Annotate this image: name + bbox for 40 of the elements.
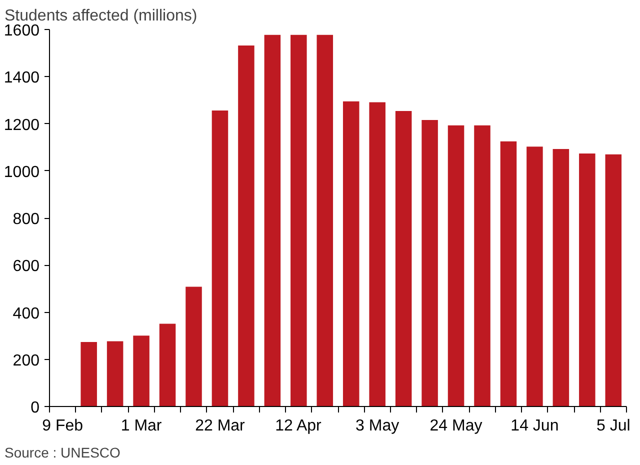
bar <box>395 111 412 406</box>
bar <box>526 146 543 406</box>
y-tick-label: 1000 <box>4 164 40 181</box>
x-tick-label: 3 May <box>356 418 400 434</box>
bar <box>80 342 97 406</box>
x-tick-label: 9 Feb <box>42 418 84 434</box>
bar <box>369 102 386 406</box>
x-tick-label: 12 Apr <box>275 418 322 434</box>
bar <box>448 125 464 406</box>
y-tick-label: 1200 <box>4 116 40 134</box>
bar <box>159 324 176 406</box>
bar <box>264 34 281 406</box>
bar <box>500 141 517 406</box>
bar <box>579 153 596 406</box>
y-tick-label: 200 <box>12 352 40 370</box>
y-tick-label: 400 <box>12 305 40 322</box>
x-tick-label: 5 Jul <box>596 418 630 434</box>
bar <box>422 120 438 406</box>
bar <box>605 154 622 406</box>
bar <box>316 34 334 406</box>
bar <box>290 34 307 406</box>
bar <box>212 110 228 406</box>
x-tick-label: 14 Jun <box>510 418 559 434</box>
y-tick-label: 1600 <box>4 22 40 40</box>
x-tick-label: 22 Mar <box>195 418 246 434</box>
y-tick-label: 800 <box>12 211 40 228</box>
bar <box>133 336 150 406</box>
x-tick-label: 24 May <box>430 418 482 434</box>
y-tick-label: 0 <box>30 400 40 416</box>
bar <box>552 148 570 406</box>
y-tick-label: 600 <box>12 258 40 276</box>
bar <box>106 341 124 406</box>
bar <box>474 125 490 406</box>
bar <box>342 101 360 406</box>
y-tick-label: 1400 <box>4 70 40 87</box>
bar <box>238 46 254 406</box>
y-axis-title: Students affected (millions) <box>4 8 198 24</box>
bar <box>186 286 202 406</box>
source-note: Source : UNESCO <box>4 444 121 460</box>
x-tick-label: 1 Mar <box>120 418 162 434</box>
